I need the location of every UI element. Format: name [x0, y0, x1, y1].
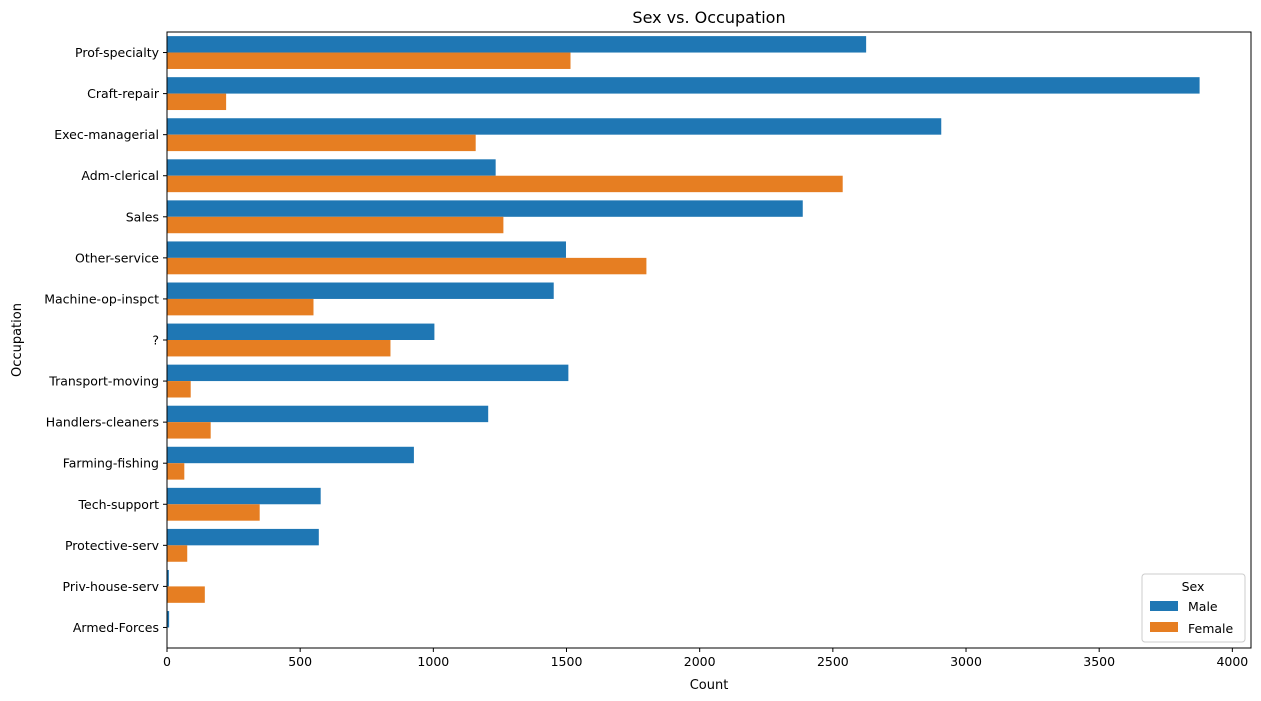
- bar-male-6: [167, 282, 554, 299]
- x-tick-label: 0: [163, 654, 171, 669]
- y-tick-label: ?: [152, 333, 159, 348]
- y-tick-label: Other-service: [75, 250, 159, 265]
- plot-frame: [166, 31, 1252, 649]
- bar-male-3: [167, 159, 496, 176]
- bar-male-12: [167, 528, 319, 546]
- x-tick-label: 2500: [817, 654, 849, 669]
- y-axis-ticks: Prof-specialty Craft-repair Exec-manageria…: [44, 45, 167, 635]
- x-axis-ticks: 0 500 1000 1500 2000 2500 3000 3500 4000: [163, 648, 1248, 669]
- y-tick-label: Handlers-cleaners: [46, 415, 159, 430]
- bar-male-4: [167, 200, 803, 217]
- chart-title: Sex vs. Occupation: [632, 8, 785, 27]
- legend-title: Sex: [1182, 579, 1205, 594]
- bar-female-10: [167, 463, 185, 480]
- x-tick-label: 500: [288, 654, 312, 669]
- bar-male-1: [167, 77, 1200, 94]
- x-tick-label: 1500: [551, 654, 583, 669]
- bar-female-13: [167, 586, 205, 603]
- y-tick-label: Farming-fishing: [63, 456, 159, 471]
- bar-female-0: [167, 52, 571, 69]
- y-tick-label: Craft-repair: [87, 86, 160, 101]
- legend-swatch-female: [1150, 622, 1178, 632]
- y-tick-label: Priv-house-serv: [63, 579, 160, 594]
- bar-female-2: [167, 134, 476, 152]
- bar-female-3: [167, 175, 843, 193]
- bar-female-5: [167, 257, 647, 275]
- legend: Sex Male Female: [1141, 573, 1246, 643]
- y-axis-label: Occupation: [10, 303, 25, 377]
- y-tick-label: Transport-moving: [48, 374, 159, 389]
- x-tick-label: 3000: [950, 654, 982, 669]
- y-tick-label: Machine-op-inspct: [44, 291, 159, 306]
- x-tick-label: 4000: [1216, 654, 1248, 669]
- bar-male-11: [167, 487, 321, 505]
- bar-male-2: [167, 118, 942, 135]
- bar-male-8: [167, 364, 569, 382]
- y-tick-label: Armed-Forces: [73, 620, 159, 635]
- bar-male-14: [167, 611, 170, 628]
- bar-female-7: [167, 340, 391, 357]
- bar-male-13: [167, 569, 169, 587]
- bar-male-5: [167, 241, 566, 258]
- x-axis-label: Count: [690, 678, 729, 693]
- legend-swatch-male: [1150, 601, 1178, 611]
- bar-female-11: [167, 504, 260, 521]
- bar-female-9: [167, 422, 211, 439]
- y-tick-label: Prof-specialty: [75, 45, 160, 60]
- legend-label-female: Female: [1188, 621, 1234, 636]
- bar-female-12: [167, 545, 188, 562]
- x-tick-label: 3500: [1083, 654, 1115, 669]
- bar-male-10: [167, 446, 414, 464]
- y-tick-label: Protective-serv: [65, 538, 160, 553]
- bar-male-0: [167, 36, 867, 53]
- x-tick-label: 1000: [417, 654, 449, 669]
- bar-female-4: [167, 216, 504, 234]
- bar-male-7: [167, 323, 435, 340]
- y-tick-label: Sales: [126, 209, 159, 224]
- y-tick-label: Exec-managerial: [54, 127, 159, 142]
- x-tick-label: 2000: [684, 654, 716, 669]
- y-tick-label: Adm-clerical: [81, 168, 159, 183]
- legend-label-male: Male: [1188, 599, 1218, 614]
- bar-female-6: [167, 298, 314, 316]
- bar-female-1: [167, 93, 227, 111]
- bars: [167, 36, 1200, 628]
- y-tick-label: Tech-support: [78, 497, 160, 512]
- bar-male-9: [167, 405, 489, 423]
- bar-female-8: [167, 381, 191, 398]
